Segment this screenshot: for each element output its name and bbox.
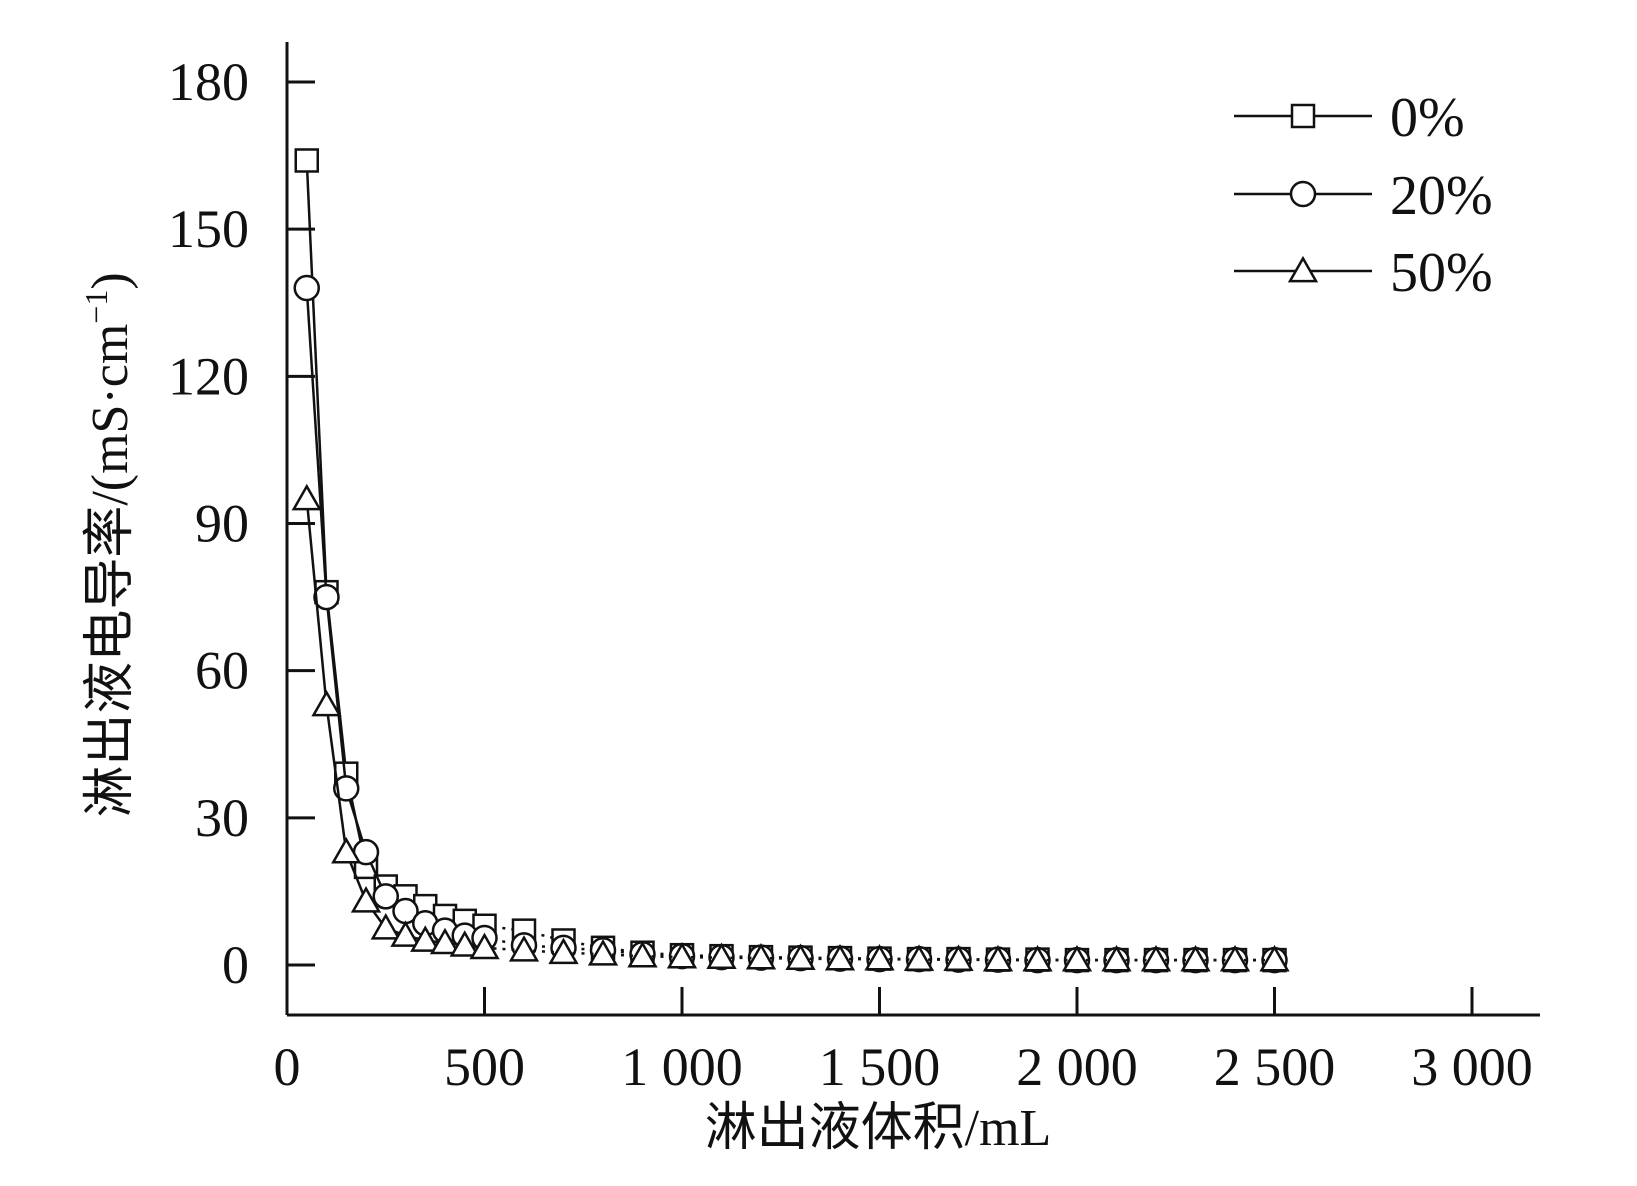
data-point-triangle bbox=[373, 916, 399, 939]
series-circle bbox=[295, 276, 1287, 972]
x-tick-label: 2 500 bbox=[1214, 1037, 1336, 1097]
x-tick-label: 2 000 bbox=[1016, 1037, 1138, 1097]
y-tick-label: 180 bbox=[168, 52, 249, 112]
series-line-segment bbox=[307, 288, 327, 597]
legend-item: 20% bbox=[1234, 165, 1493, 227]
y-axis-title: 淋出液电导率/(mS·cm−1) bbox=[78, 272, 139, 817]
x-axis-title: 淋出液体积/mL bbox=[705, 1100, 1052, 1157]
x-tick-label: 1 000 bbox=[621, 1037, 743, 1097]
data-point-triangle bbox=[294, 486, 320, 509]
y-tick-label: 90 bbox=[195, 494, 249, 554]
y-tick-label: 60 bbox=[195, 641, 249, 701]
legend-label: 0% bbox=[1390, 87, 1465, 149]
legend-label: 20% bbox=[1390, 165, 1493, 227]
y-axis-title-close: ) bbox=[82, 272, 139, 289]
legend-label: 50% bbox=[1390, 242, 1493, 304]
y-tick-label: 30 bbox=[195, 788, 249, 848]
x-tick-label: 500 bbox=[444, 1037, 525, 1097]
series-line-segment bbox=[327, 597, 347, 788]
y-axis-title-superscript: −1 bbox=[78, 290, 114, 324]
series-triangle bbox=[294, 486, 1288, 970]
legend-marker-triangle bbox=[1290, 258, 1316, 281]
x-tick-label: 3 000 bbox=[1411, 1037, 1533, 1097]
x-tick-label: 1 500 bbox=[819, 1037, 941, 1097]
x-tick-label: 0 bbox=[274, 1037, 301, 1097]
legend-marker-square bbox=[1292, 105, 1314, 127]
legend-item: 0% bbox=[1234, 87, 1465, 149]
y-axis-title-main: 淋出液电导率/(mS·cm bbox=[82, 324, 139, 818]
y-tick-label: 150 bbox=[168, 199, 249, 259]
y-tick-label: 120 bbox=[168, 346, 249, 406]
series-layer bbox=[294, 149, 1288, 972]
y-tick-label: 0 bbox=[222, 935, 249, 995]
data-point-circle bbox=[295, 276, 319, 300]
legend-item: 50% bbox=[1234, 242, 1493, 304]
series-square bbox=[296, 149, 1286, 971]
legend-marker-circle bbox=[1291, 182, 1315, 206]
legend: 0% 20% 50% bbox=[1234, 87, 1493, 304]
data-point-square bbox=[296, 149, 318, 171]
